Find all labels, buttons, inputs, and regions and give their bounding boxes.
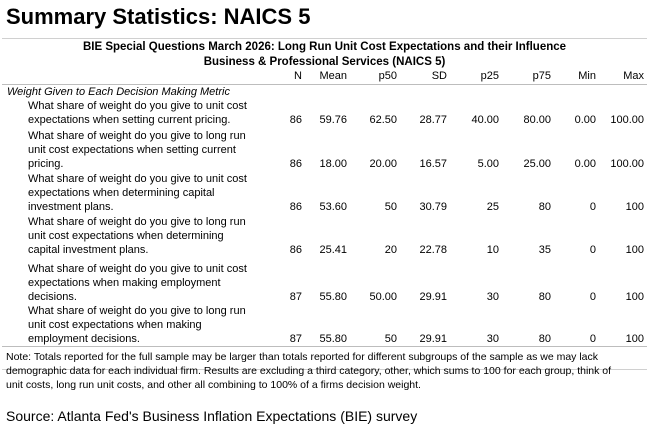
- cell-p25: 30: [486, 333, 499, 345]
- cell-sd: 29.91: [419, 291, 447, 303]
- row-question-line: unit cost expectations when making: [28, 319, 202, 331]
- row-question-line: What share of weight do you give to unit…: [28, 263, 247, 275]
- column-header-p25: p25: [480, 70, 499, 82]
- cell-p50: 50: [384, 201, 397, 213]
- row-question-line: capital investment plans.: [28, 244, 149, 256]
- cell-sd: 16.57: [419, 158, 447, 170]
- row-question-line: expectations when making employment: [28, 277, 221, 289]
- cell-min: 0.00: [574, 158, 596, 170]
- row-question: What share of weight do you give to long…: [28, 215, 268, 257]
- cell-p75: 80: [538, 291, 551, 303]
- note-line: Note: Totals reported for the full sampl…: [6, 351, 599, 363]
- cell-max: 100: [625, 244, 644, 256]
- row-question-line: unit cost expectations when setting curr…: [28, 144, 236, 156]
- column-header-n: N: [294, 70, 302, 82]
- row-question-line: What share of weight do you give to long…: [28, 216, 246, 228]
- note-line: unit costs, long run unit costs, and oth…: [6, 379, 421, 391]
- cell-p75: 25.00: [523, 158, 551, 170]
- section-label: Weight Given to Each Decision Making Met…: [7, 86, 230, 98]
- table-subtitle-line-2: Business & Professional Services (NAICS …: [203, 56, 446, 68]
- column-header-sd: SD: [431, 70, 447, 82]
- cell-max: 100: [625, 333, 644, 345]
- header-divider: [2, 84, 647, 85]
- cell-p25: 10: [486, 244, 499, 256]
- row-question: What share of weight do you give to unit…: [28, 172, 268, 214]
- cell-p50: 50: [384, 333, 397, 345]
- cell-p75: 80.00: [523, 114, 551, 126]
- table-note: Note: Totals reported for the full sampl…: [6, 350, 646, 392]
- cell-max: 100.00: [610, 158, 644, 170]
- cell-min: 0: [589, 333, 596, 345]
- cell-mean: 53.60: [319, 201, 347, 213]
- row-question: What share of weight do you give to long…: [28, 129, 268, 171]
- cell-p25: 30: [486, 291, 499, 303]
- row-question-line: unit cost expectations when determining: [28, 230, 224, 242]
- summary-table-panel: BIE Special Questions March 2026: Long R…: [2, 38, 647, 391]
- cell-p50: 62.50: [369, 114, 397, 126]
- source-caption: Source: Atlanta Fed's Business Inflation…: [6, 408, 418, 424]
- cell-max: 100: [625, 201, 644, 213]
- cell-sd: 28.77: [419, 114, 447, 126]
- row-question-line: investment plans.: [28, 201, 114, 213]
- cell-sd: 30.79: [419, 201, 447, 213]
- cell-mean: 59.76: [319, 114, 347, 126]
- cell-min: 0: [589, 201, 596, 213]
- row-question: What share of weight do you give to long…: [28, 304, 268, 346]
- cell-mean: 18.00: [319, 158, 347, 170]
- cell-min: 0.00: [574, 114, 596, 126]
- row-question-line: What share of weight do you give to long…: [28, 130, 246, 142]
- cell-p50: 50.00: [369, 291, 397, 303]
- column-header-mean: Mean: [319, 70, 347, 82]
- cell-p75: 35: [538, 244, 551, 256]
- row-question-line: expectations when determining capital: [28, 187, 215, 199]
- row-question-line: What share of weight do you give to unit…: [28, 173, 247, 185]
- cell-p75: 80: [538, 201, 551, 213]
- row-question-line: What share of weight do you give to long…: [28, 305, 246, 317]
- column-header-p75: p75: [532, 70, 551, 82]
- cell-n: 87: [289, 333, 302, 345]
- cell-p75: 80: [538, 333, 551, 345]
- cell-sd: 29.91: [419, 333, 447, 345]
- cell-n: 87: [289, 291, 302, 303]
- cell-n: 86: [289, 244, 302, 256]
- row-question-line: pricing.: [28, 158, 64, 170]
- cell-p50: 20.00: [369, 158, 397, 170]
- table-subtitle-line-1: BIE Special Questions March 2026: Long R…: [82, 41, 567, 53]
- row-question-line: What share of weight do you give to unit…: [28, 100, 247, 112]
- cell-n: 86: [289, 114, 302, 126]
- row-question-line: decisions.: [28, 291, 77, 303]
- cell-mean: 25.41: [319, 244, 347, 256]
- column-header-p50: p50: [378, 70, 397, 82]
- cell-sd: 22.78: [419, 244, 447, 256]
- page-title: Summary Statistics: NAICS 5: [6, 4, 311, 29]
- row-question: What share of weight do you give to unit…: [28, 99, 268, 127]
- cell-max: 100: [625, 291, 644, 303]
- cell-p25: 40.00: [471, 114, 499, 126]
- cell-mean: 55.80: [319, 333, 347, 345]
- cell-mean: 55.80: [319, 291, 347, 303]
- cell-n: 86: [289, 158, 302, 170]
- cell-p25: 5.00: [477, 158, 499, 170]
- cell-min: 0: [589, 244, 596, 256]
- row-question-line: employment decisions.: [28, 333, 140, 345]
- column-header-min: Min: [578, 70, 596, 82]
- cell-max: 100.00: [610, 114, 644, 126]
- cell-p50: 20: [384, 244, 397, 256]
- cell-p25: 25: [486, 201, 499, 213]
- note-divider: [2, 346, 647, 347]
- column-header-max: Max: [623, 70, 644, 82]
- cell-min: 0: [589, 291, 596, 303]
- note-line: demographic data for each individual fir…: [6, 365, 612, 377]
- row-question-line: expectations when setting current pricin…: [28, 114, 231, 126]
- cell-n: 86: [289, 201, 302, 213]
- row-question: What share of weight do you give to unit…: [28, 262, 268, 304]
